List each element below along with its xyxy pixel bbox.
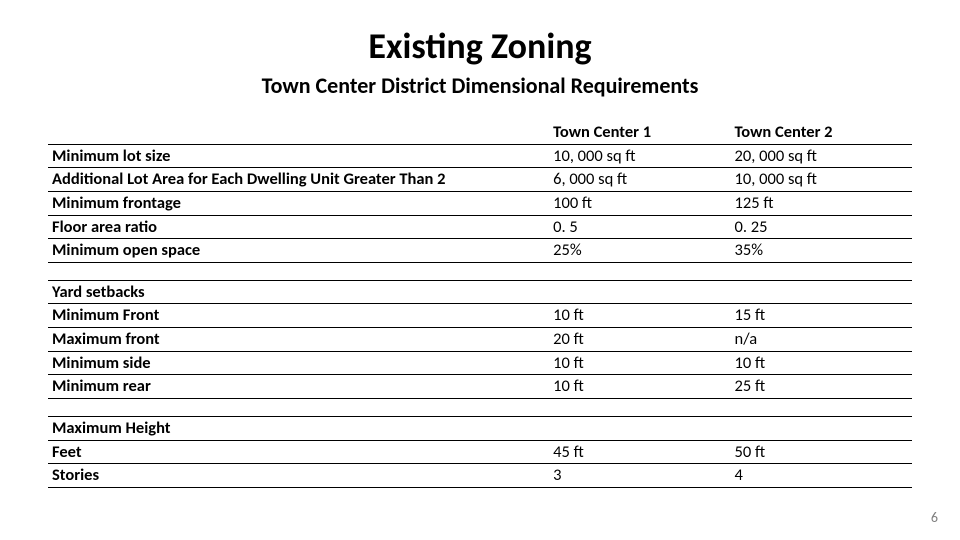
- cell-blank: [549, 416, 730, 440]
- row-label: Minimum lot size: [48, 144, 549, 168]
- table-row: Minimum open space 25% 35%: [48, 239, 912, 263]
- row-value-2: 125 ft: [731, 191, 912, 215]
- table-spacer: [48, 398, 912, 416]
- row-label: Minimum open space: [48, 239, 549, 263]
- table-row: Floor area ratio 0. 5 0. 25: [48, 215, 912, 239]
- row-value-2: 15 ft: [731, 304, 912, 328]
- row-value-1: 0. 5: [549, 215, 730, 239]
- cell-blank: [731, 280, 912, 304]
- row-label: Minimum Front: [48, 304, 549, 328]
- group-header: Yard setbacks: [48, 280, 549, 304]
- row-label: Feet: [48, 440, 549, 464]
- row-value-2: 35%: [731, 239, 912, 263]
- page-subtitle: Town Center District Dimensional Require…: [48, 72, 912, 99]
- table-row: Minimum frontage 100 ft 125 ft: [48, 191, 912, 215]
- row-value-1: 45 ft: [549, 440, 730, 464]
- cell-blank: [549, 280, 730, 304]
- row-label: Floor area ratio: [48, 215, 549, 239]
- row-value-1: 10, 000 sq ft: [549, 144, 730, 168]
- header-towncenter1: Town Center 1: [549, 121, 730, 144]
- row-value-1: 10 ft: [549, 351, 730, 375]
- row-value-2: 25 ft: [731, 375, 912, 399]
- table-row: Minimum rear 10 ft 25 ft: [48, 375, 912, 399]
- cell-blank: [731, 416, 912, 440]
- row-value-1: 3: [549, 464, 730, 488]
- row-value-2: 20, 000 sq ft: [731, 144, 912, 168]
- table-row: Minimum lot size 10, 000 sq ft 20, 000 s…: [48, 144, 912, 168]
- row-value-2: 10, 000 sq ft: [731, 168, 912, 192]
- row-value-2: 50 ft: [731, 440, 912, 464]
- group-header: Maximum Height: [48, 416, 549, 440]
- row-label: Additional Lot Area for Each Dwelling Un…: [48, 168, 549, 192]
- row-label: Minimum rear: [48, 375, 549, 399]
- table-header-row: Town Center 1 Town Center 2: [48, 121, 912, 144]
- row-value-2: n/a: [731, 328, 912, 352]
- table-row: Additional Lot Area for Each Dwelling Un…: [48, 168, 912, 192]
- row-value-2: 4: [731, 464, 912, 488]
- requirements-table: Town Center 1 Town Center 2 Minimum lot …: [48, 121, 912, 488]
- table-row: Minimum Front 10 ft 15 ft: [48, 304, 912, 328]
- row-value-1: 20 ft: [549, 328, 730, 352]
- header-blank: [48, 121, 549, 144]
- row-label: Minimum side: [48, 351, 549, 375]
- table-row: Stories 3 4: [48, 464, 912, 488]
- header-towncenter2: Town Center 2: [731, 121, 912, 144]
- row-value-1: 10 ft: [549, 304, 730, 328]
- page-title: Existing Zoning: [48, 24, 912, 68]
- group-header-row: Yard setbacks: [48, 280, 912, 304]
- row-value-1: 100 ft: [549, 191, 730, 215]
- table-row: Maximum front 20 ft n/a: [48, 328, 912, 352]
- row-label: Maximum front: [48, 328, 549, 352]
- row-value-1: 25%: [549, 239, 730, 263]
- group-header-row: Maximum Height: [48, 416, 912, 440]
- table-row: Feet 45 ft 50 ft: [48, 440, 912, 464]
- row-value-2: 10 ft: [731, 351, 912, 375]
- table-spacer: [48, 262, 912, 280]
- row-label: Minimum frontage: [48, 191, 549, 215]
- row-label: Stories: [48, 464, 549, 488]
- slide: Existing Zoning Town Center District Dim…: [0, 0, 960, 540]
- row-value-1: 6, 000 sq ft: [549, 168, 730, 192]
- row-value-2: 0. 25: [731, 215, 912, 239]
- table-row: Minimum side 10 ft 10 ft: [48, 351, 912, 375]
- page-number: 6: [931, 509, 938, 526]
- row-value-1: 10 ft: [549, 375, 730, 399]
